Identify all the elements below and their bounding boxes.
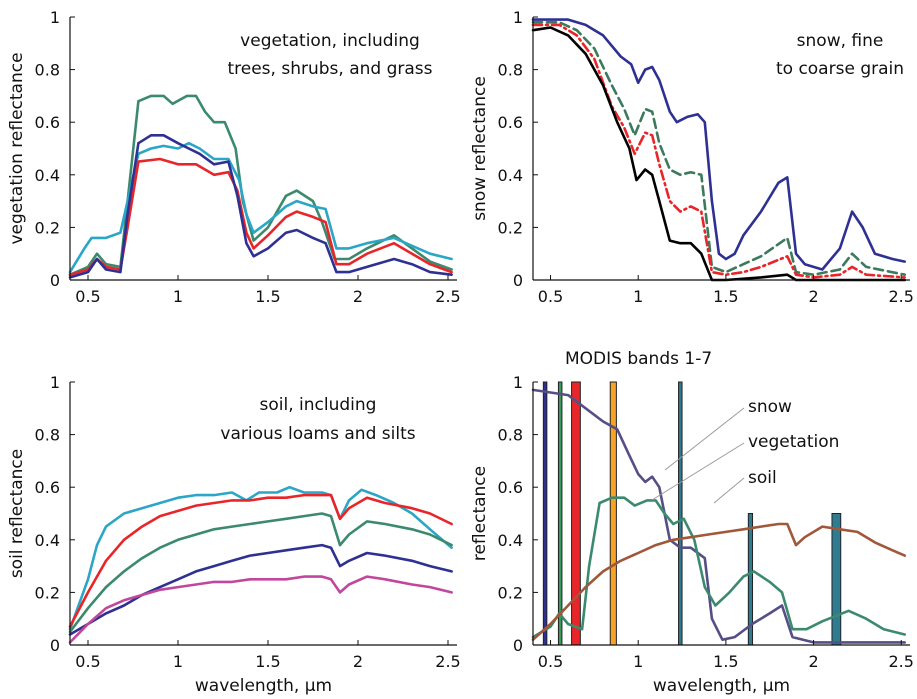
series-line-snow-2 <box>531 21 906 276</box>
x-tick-label: 2 <box>353 287 363 306</box>
series-label-vegetation: vegetation <box>748 432 839 452</box>
series-line-snow-4 <box>531 26 906 282</box>
panel-modis: 0.5 1 1.5 2 2.5 0 0.2 0.4 0.6 0.8 1 reflectance wave… <box>470 349 914 696</box>
y-tick-label: 0.2 <box>35 583 60 602</box>
leader-line <box>664 407 745 471</box>
y-tick-label: 0 <box>50 271 60 290</box>
x-tick-label: 2 <box>808 652 818 671</box>
series-line-soil-5 <box>68 575 453 644</box>
modis-band-4 <box>609 381 617 646</box>
y-tick-label: 0.8 <box>498 61 523 80</box>
x-tick-label: 1 <box>633 652 643 671</box>
y-tick-label: 1 <box>50 373 60 392</box>
x-tick-label: 2.5 <box>889 287 914 306</box>
series-line-soil-2 <box>68 493 453 628</box>
y-tick-label: 0.8 <box>498 426 523 445</box>
y-tick-label: 1 <box>50 8 60 27</box>
y-tick-label: 0 <box>513 271 523 290</box>
x-axis-title: wavelength, μm <box>195 676 332 696</box>
modis-band-3 <box>571 381 581 646</box>
y-tick-label: 0.6 <box>498 478 523 497</box>
x-tick-label: 1 <box>173 287 183 306</box>
series-line-soil <box>531 522 906 641</box>
x-tick-label: 1 <box>173 652 183 671</box>
series-line-vegetation-2 <box>68 141 453 274</box>
x-tick-label: 1.5 <box>713 287 738 306</box>
series-line-snow-1 <box>531 18 906 271</box>
modis-band-5 <box>678 381 683 646</box>
panel-annotation: various loams and silts <box>220 424 415 444</box>
panel-annotation: to coarse grain <box>776 59 904 79</box>
panel-snow: 0.5 1 1.5 2 2.5 0 0.2 0.4 0.6 0.8 1 snow reflectanc… <box>470 8 914 306</box>
leader-line <box>713 477 745 504</box>
y-tick-label: 0.4 <box>498 531 523 550</box>
x-tick-label: 0.5 <box>75 287 100 306</box>
x-tick-label: 1.5 <box>713 652 738 671</box>
y-tick-label: 0 <box>513 636 523 655</box>
panel-annotation: snow, fine <box>797 31 884 51</box>
series-line-vegetation <box>531 496 906 639</box>
y-tick-label: 0.6 <box>498 113 523 132</box>
panel-annotation: vegetation, including <box>240 31 420 51</box>
y-axis-title: reflectance <box>470 466 490 561</box>
x-tick-label: 2.5 <box>889 652 914 671</box>
y-axis-title: soil reflectance <box>7 449 27 578</box>
y-tick-label: 0.4 <box>498 166 523 185</box>
x-tick-label: 1.5 <box>255 652 280 671</box>
y-tick-label: 1 <box>513 8 523 27</box>
series-label-soil: soil <box>748 468 777 488</box>
series-line-snow <box>531 388 906 644</box>
y-tick-label: 0 <box>50 636 60 655</box>
series-line-soil-4 <box>68 543 453 636</box>
y-tick-label: 0.2 <box>35 218 60 237</box>
y-tick-label: 1 <box>513 373 523 392</box>
x-tick-label: 2 <box>353 652 363 671</box>
x-tick-label: 1 <box>633 287 643 306</box>
modis-band-7 <box>831 513 842 646</box>
panel-annotation: soil, including <box>260 395 377 415</box>
x-axis-title: wavelength, μm <box>653 676 790 696</box>
x-tick-label: 0.5 <box>75 652 100 671</box>
series-line-vegetation-4 <box>68 134 453 279</box>
y-axis-title: snow reflectance <box>470 76 490 221</box>
modis-band-1 <box>542 381 548 646</box>
series-line-soil-1 <box>68 485 453 631</box>
x-tick-label: 0.5 <box>538 287 563 306</box>
y-tick-label: 0.4 <box>35 166 60 185</box>
series-label-snow: snow <box>748 397 792 417</box>
x-tick-label: 0.5 <box>538 652 563 671</box>
modis-band-2 <box>557 381 563 646</box>
panel-soil: 0.5 1 1.5 2 2.5 0 0.2 0.4 0.6 0.8 1 soil reflectanc… <box>7 373 461 696</box>
y-tick-label: 0.6 <box>35 478 60 497</box>
y-tick-label: 0.4 <box>35 531 60 550</box>
y-tick-label: 0.8 <box>35 61 60 80</box>
y-tick-label: 0.2 <box>498 583 523 602</box>
series-line-soil-3 <box>68 512 453 634</box>
panel-annotation: trees, shrubs, and grass <box>227 59 432 79</box>
y-axis-title: vegetation reflectance <box>7 52 27 244</box>
panel-vegetation: 0.5 1 1.5 2 2.5 0 0.2 0.4 0.6 0.8 1 vegetation refl… <box>7 8 461 306</box>
panel-title: MODIS bands 1-7 <box>565 349 712 369</box>
x-tick-label: 1.5 <box>255 287 280 306</box>
y-tick-label: 0.6 <box>35 113 60 132</box>
x-tick-label: 2.5 <box>435 652 460 671</box>
x-tick-label: 2.5 <box>435 287 460 306</box>
y-tick-label: 0.2 <box>498 218 523 237</box>
series-line-vegetation-1 <box>68 94 453 276</box>
x-tick-label: 2 <box>808 287 818 306</box>
y-tick-label: 0.8 <box>35 426 60 445</box>
leader-line <box>651 442 745 501</box>
